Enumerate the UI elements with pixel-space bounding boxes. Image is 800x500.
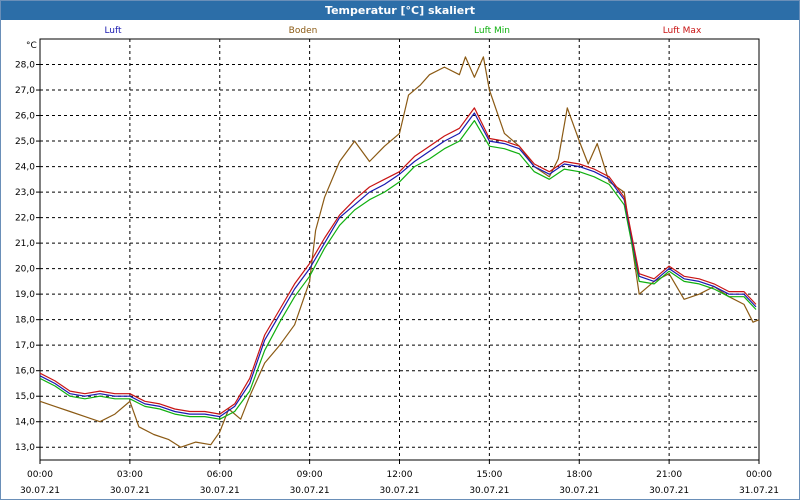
- x-tick-time: 03:00: [117, 470, 143, 480]
- y-axis: 13,0 14,0 15,0 16,0 17,0 18,0 19,0 20,0 21,0 22,0…: [15, 61, 40, 453]
- legend-entry-boden: Boden: [289, 26, 318, 36]
- x-tick-date: 30.07.21: [379, 486, 419, 496]
- x-tick-date: 30.07.21: [559, 486, 599, 496]
- y-tick-label: 26,0: [15, 112, 35, 122]
- x-tick-date: 30.07.21: [649, 486, 689, 496]
- legend-entry-luft: Luft: [104, 26, 122, 36]
- y-tick-label: 15,0: [15, 392, 35, 402]
- x-tick-time: 00:00: [27, 470, 53, 480]
- window-title: Temperatur [°C] skaliert: [1, 1, 799, 20]
- y-tick-label: 14,0: [15, 418, 35, 428]
- y-tick-label: 27,0: [15, 86, 35, 96]
- x-tick-date: 30.07.21: [110, 486, 150, 496]
- x-tick-date: 30.07.21: [290, 486, 330, 496]
- legend: Luft Boden Luft Min Luft Max: [104, 26, 702, 36]
- series-line-luft: [39, 112, 757, 418]
- y-tick-label: 22,0: [15, 214, 35, 224]
- x-tick-time: 06:00: [207, 470, 233, 480]
- y-tick-label: 28,0: [15, 61, 35, 71]
- y-axis-unit: °C: [26, 41, 37, 51]
- y-tick-label: 24,0: [15, 163, 35, 173]
- grid-lines: [40, 39, 759, 460]
- x-tick-time: 18:00: [566, 470, 592, 480]
- x-tick-time: 21:00: [656, 470, 682, 480]
- x-axis: 00:00 30.07.21 03:00 30.07.21 06:00 30.07.21 0…: [20, 460, 779, 496]
- y-tick-label: 13,0: [15, 443, 35, 453]
- y-tick-label: 23,0: [15, 188, 35, 198]
- legend-entry-luft-max: Luft Max: [663, 26, 702, 36]
- legend-entry-luft-min: Luft Min: [474, 26, 510, 36]
- x-tick-date: 30.07.21: [200, 486, 240, 496]
- x-tick-date: 30.07.21: [20, 486, 60, 496]
- series-layer: [39, 56, 760, 448]
- series-line-luft-min: [39, 119, 757, 420]
- y-tick-label: 20,0: [15, 265, 35, 275]
- x-tick-date: 30.07.21: [469, 486, 509, 496]
- x-tick-time: 09:00: [297, 470, 323, 480]
- y-tick-label: 25,0: [15, 137, 35, 147]
- x-tick-date: 31.07.21: [739, 486, 779, 496]
- y-tick-label: 21,0: [15, 239, 35, 249]
- series-line-luft-max: [39, 107, 757, 415]
- x-tick-time: 15:00: [476, 470, 502, 480]
- y-tick-label: 18,0: [15, 316, 35, 326]
- y-tick-label: 17,0: [15, 341, 35, 351]
- x-tick-time: 00:00: [746, 470, 772, 480]
- y-tick-label: 19,0: [15, 290, 35, 300]
- x-tick-time: 12:00: [387, 470, 413, 480]
- y-tick-label: 16,0: [15, 367, 35, 377]
